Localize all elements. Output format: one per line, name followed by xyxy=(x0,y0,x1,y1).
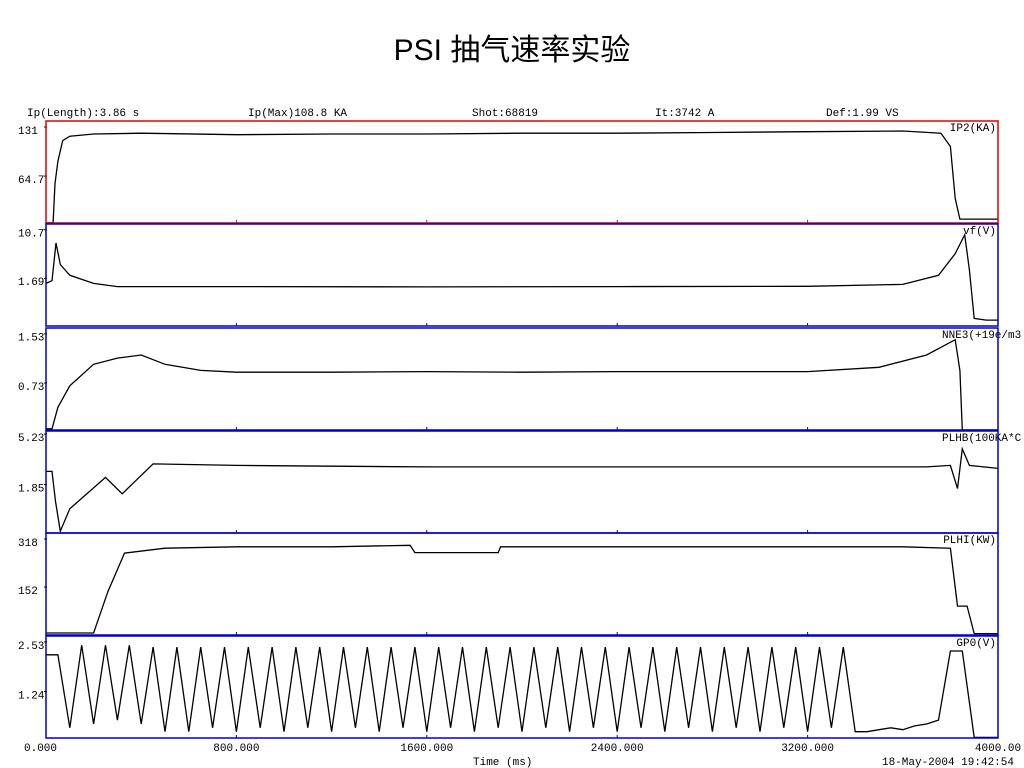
trace-label: GP0(V) xyxy=(956,638,996,650)
x-tick-label: 2400.000 xyxy=(591,743,644,755)
trace xyxy=(45,232,998,321)
x-axis-label: Time (ms) xyxy=(473,757,532,768)
trace xyxy=(46,338,998,431)
x-tick-label: 3200.000 xyxy=(781,743,834,755)
y-tick-label: 1.24 xyxy=(18,690,45,702)
trace xyxy=(46,130,998,224)
timestamp: 18-May-2004 19:42:54 xyxy=(882,757,1014,768)
y-tick-label: 1.69 xyxy=(18,277,44,289)
panel-frame xyxy=(45,430,999,534)
chart-title: PSI 抽气速率实验 xyxy=(394,34,631,67)
trace-label: PLHB(100KA*C xyxy=(942,433,1022,445)
y-tick-label: 1.85 xyxy=(18,483,44,495)
header-item: Ip(Length):3.86 s xyxy=(27,108,139,120)
y-tick-label: 131 xyxy=(18,126,38,138)
y-tick-label: 318 xyxy=(18,538,38,550)
x-tick-label: 800.000 xyxy=(213,743,259,755)
y-tick-label: 10.7 xyxy=(18,229,44,241)
y-tick-label: 2.53 xyxy=(18,641,44,653)
header-item: Ip(Max)108.8 KA xyxy=(248,108,347,120)
trace-label: vf(V) xyxy=(963,226,996,238)
x-tick-label: 0.000 xyxy=(24,743,57,755)
trace xyxy=(46,544,998,635)
trace xyxy=(46,645,998,739)
trace-label: IP2(KA) xyxy=(950,123,996,135)
header-item: Def:1.99 VS xyxy=(826,108,899,120)
y-tick-label: 1.53 xyxy=(18,333,44,345)
x-tick-label: 4000.00 xyxy=(975,743,1021,755)
trace xyxy=(46,446,999,534)
y-tick-label: 0.73 xyxy=(18,382,44,394)
x-tick-label: 1600.000 xyxy=(400,743,453,755)
y-tick-label: 5.23 xyxy=(18,433,44,445)
panel-frame xyxy=(45,223,999,327)
panel-frame xyxy=(45,327,999,431)
panel-frame xyxy=(45,120,999,224)
y-tick-label: 152 xyxy=(18,586,38,598)
trace-label: PLHI(KW) xyxy=(943,535,996,547)
header-item: Shot:68819 xyxy=(472,108,538,120)
panel-frame xyxy=(45,532,999,636)
y-tick-label: 64.7 xyxy=(18,175,44,187)
header-item: It:3742 A xyxy=(655,108,715,120)
panel-frame xyxy=(45,635,999,739)
trace-label: NNE3(+19e/m3 xyxy=(942,330,1021,342)
